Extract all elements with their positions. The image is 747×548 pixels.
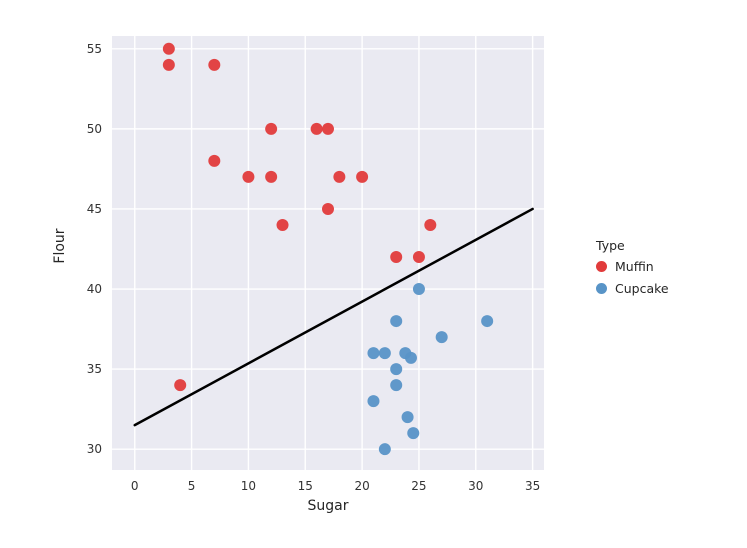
decision-boundary-line: [133, 207, 534, 427]
cupcake-point: [481, 315, 494, 328]
muffin-point: [265, 170, 278, 183]
cupcake-swatch-icon: [596, 283, 607, 294]
muffin-point: [310, 122, 323, 135]
x-tick-label: 25: [411, 479, 426, 493]
muffin-point: [162, 58, 175, 71]
muffin-point: [174, 379, 187, 392]
x-tick-label: 10: [241, 479, 256, 493]
cupcake-point: [401, 411, 414, 424]
legend-entry-cupcake: Cupcake: [596, 281, 669, 296]
y-tick-label: 45: [87, 202, 102, 216]
y-tick-label: 30: [87, 442, 102, 456]
legend: Type Muffin Cupcake: [596, 238, 669, 303]
y-tick-label: 50: [87, 122, 102, 136]
cupcake-point: [378, 443, 391, 456]
legend-entry-muffin: Muffin: [596, 259, 669, 274]
cupcake-point: [412, 283, 425, 296]
cupcake-point: [435, 331, 448, 344]
y-tick-label: 35: [87, 362, 102, 376]
x-tick-label: 20: [354, 479, 369, 493]
muffin-point: [208, 58, 221, 71]
legend-entry-label: Cupcake: [615, 281, 669, 296]
cupcake-point: [390, 315, 403, 328]
y-tick-label: 40: [87, 282, 102, 296]
muffin-swatch-icon: [596, 261, 607, 272]
muffin-point: [424, 218, 437, 231]
muffin-point: [356, 170, 369, 183]
x-tick-label: 15: [298, 479, 313, 493]
plot-panel: [112, 36, 544, 470]
x-tick-label: 30: [468, 479, 483, 493]
cupcake-point: [407, 427, 420, 440]
muffin-point: [208, 154, 221, 167]
x-tick-label: 5: [188, 479, 196, 493]
muffin-point: [162, 42, 175, 55]
muffin-point: [322, 202, 334, 215]
cupcake-point: [378, 347, 391, 360]
legend-entry-label: Muffin: [615, 259, 654, 274]
y-tick-label: 55: [87, 42, 102, 56]
x-tick-label: 0: [131, 479, 139, 493]
x-tick-label: 35: [525, 479, 540, 493]
muffin-point: [322, 122, 334, 135]
x-axis-label: Sugar: [307, 498, 349, 514]
muffin-point: [333, 170, 346, 183]
muffin-point: [412, 251, 425, 264]
cupcake-point: [367, 395, 380, 408]
legend-title: Type: [596, 238, 625, 253]
muffin-point: [242, 170, 255, 183]
muffin-point: [276, 218, 289, 231]
cupcake-point: [390, 379, 403, 392]
cupcake-point: [390, 363, 403, 376]
muffin-point: [390, 251, 403, 264]
y-axis-label: Flour: [52, 228, 68, 264]
muffin-point: [265, 122, 278, 135]
cupcake-point: [367, 347, 380, 360]
cupcake-point: [404, 351, 417, 364]
